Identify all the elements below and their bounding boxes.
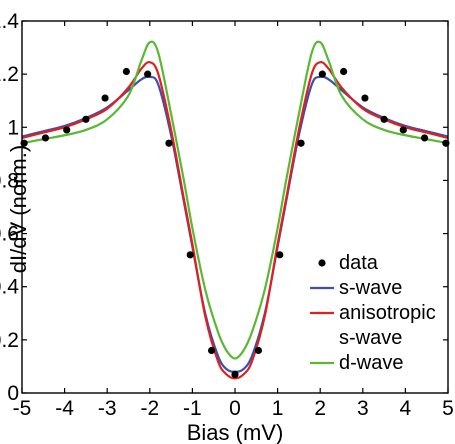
legend-label: d-wave <box>339 352 403 374</box>
data-point <box>318 70 326 78</box>
data-point <box>165 139 173 147</box>
data-point <box>122 67 130 76</box>
data-point <box>380 115 388 123</box>
data-point <box>63 126 71 134</box>
legend-label: data <box>339 252 379 274</box>
legend-label: s-wave <box>339 277 402 299</box>
data-point <box>186 251 194 259</box>
y-tick-labels: 0 0.2 0.4 0.6 0.8 1 1.2 1.4 <box>0 10 19 405</box>
data-point <box>399 126 407 134</box>
x-tick-label: -1 <box>183 397 202 420</box>
x-tick-label: 5 <box>442 397 454 420</box>
y-tick-label: 1.4 <box>0 10 19 33</box>
data-point <box>254 346 263 355</box>
data-point <box>207 346 216 355</box>
data-point <box>144 70 152 78</box>
data-point <box>41 134 50 142</box>
data-point <box>231 370 239 378</box>
data-point <box>361 94 369 102</box>
y-tick-label: 0.8 <box>0 169 19 192</box>
series-line-d-wave <box>21 40 449 360</box>
legend-label: s-wave <box>339 327 402 349</box>
y-tick-label: 0.4 <box>0 276 19 299</box>
x-tick-label: -5 <box>13 397 32 420</box>
series-line-anisotropic-s-wave <box>21 60 449 380</box>
legend-label: anisotropic <box>339 302 436 324</box>
y-tick-label: 0.6 <box>0 223 19 246</box>
legend: data s-wave anisotropic s-wave d-wave <box>310 252 436 374</box>
y-tick-label: 1.2 <box>0 63 19 86</box>
x-tick-label: 4 <box>400 397 412 420</box>
y-tick-label: 1 <box>7 116 19 139</box>
data-point <box>82 115 90 123</box>
x-axis-label: Bias (mV) <box>187 420 284 444</box>
data-point <box>297 139 305 147</box>
x-tick-label: -4 <box>55 397 74 420</box>
data-point <box>420 134 429 142</box>
y-axis-label: dI/dV (norm.) <box>6 145 31 273</box>
y-tick-label: 0 <box>7 382 19 405</box>
legend-marker <box>318 259 326 267</box>
x-tick-label: 1 <box>272 397 284 420</box>
x-tick-labels: -5 -4 -3 -2 -1 0 1 2 3 4 5 <box>13 397 454 420</box>
axis-ticks <box>21 20 449 394</box>
y-tick-label: 0.2 <box>0 329 19 352</box>
x-tick-label: 2 <box>314 397 326 420</box>
data-point <box>101 94 109 102</box>
x-tick-label: 0 <box>229 397 241 420</box>
x-tick-label: -2 <box>140 397 159 420</box>
data-point <box>340 67 348 76</box>
x-tick-label: -3 <box>98 397 117 420</box>
x-tick-label: 3 <box>357 397 369 420</box>
data-point <box>276 251 284 259</box>
